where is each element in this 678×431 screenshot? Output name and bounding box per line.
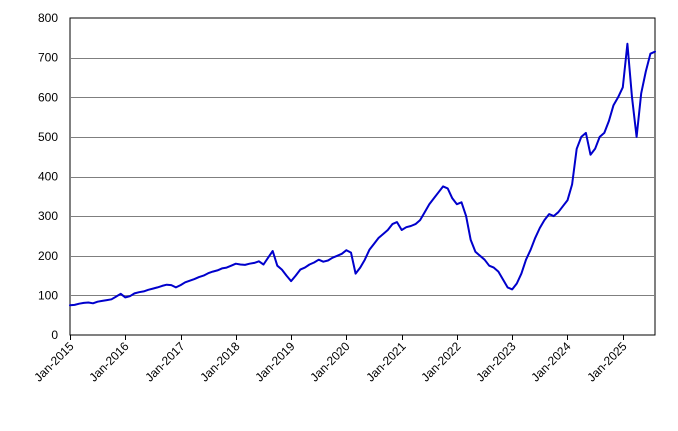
x-tick-label: Jan-2021 bbox=[363, 339, 409, 385]
x-tick-label: Jan-2016 bbox=[86, 339, 132, 385]
y-tick-label: 0 bbox=[51, 328, 58, 342]
x-tick-label: Jan-2023 bbox=[473, 339, 519, 385]
y-tick-label: 200 bbox=[38, 249, 58, 263]
x-tick-label: Jan-2019 bbox=[252, 339, 298, 385]
x-tick-label: Jan-2024 bbox=[528, 339, 574, 385]
x-tick-label: Jan-2018 bbox=[197, 339, 243, 385]
plot-area bbox=[69, 17, 656, 336]
x-tick-label: Jan-2022 bbox=[418, 339, 464, 385]
x-tick-label: Jan-2015 bbox=[31, 339, 77, 385]
y-tick-label: 400 bbox=[38, 170, 58, 184]
x-tick-label: Jan-2020 bbox=[307, 339, 353, 385]
x-tick-label: Jan-2017 bbox=[142, 339, 188, 385]
y-tick-label: 800 bbox=[38, 11, 58, 25]
y-tick-label: 100 bbox=[38, 288, 58, 302]
y-tick-label: 600 bbox=[38, 90, 58, 104]
y-tick-label: 300 bbox=[38, 209, 58, 223]
y-tick-label: 700 bbox=[38, 51, 58, 65]
x-tick-label: Jan-2025 bbox=[584, 339, 630, 385]
y-tick-label: 500 bbox=[38, 130, 58, 144]
series-line bbox=[69, 42, 656, 307]
